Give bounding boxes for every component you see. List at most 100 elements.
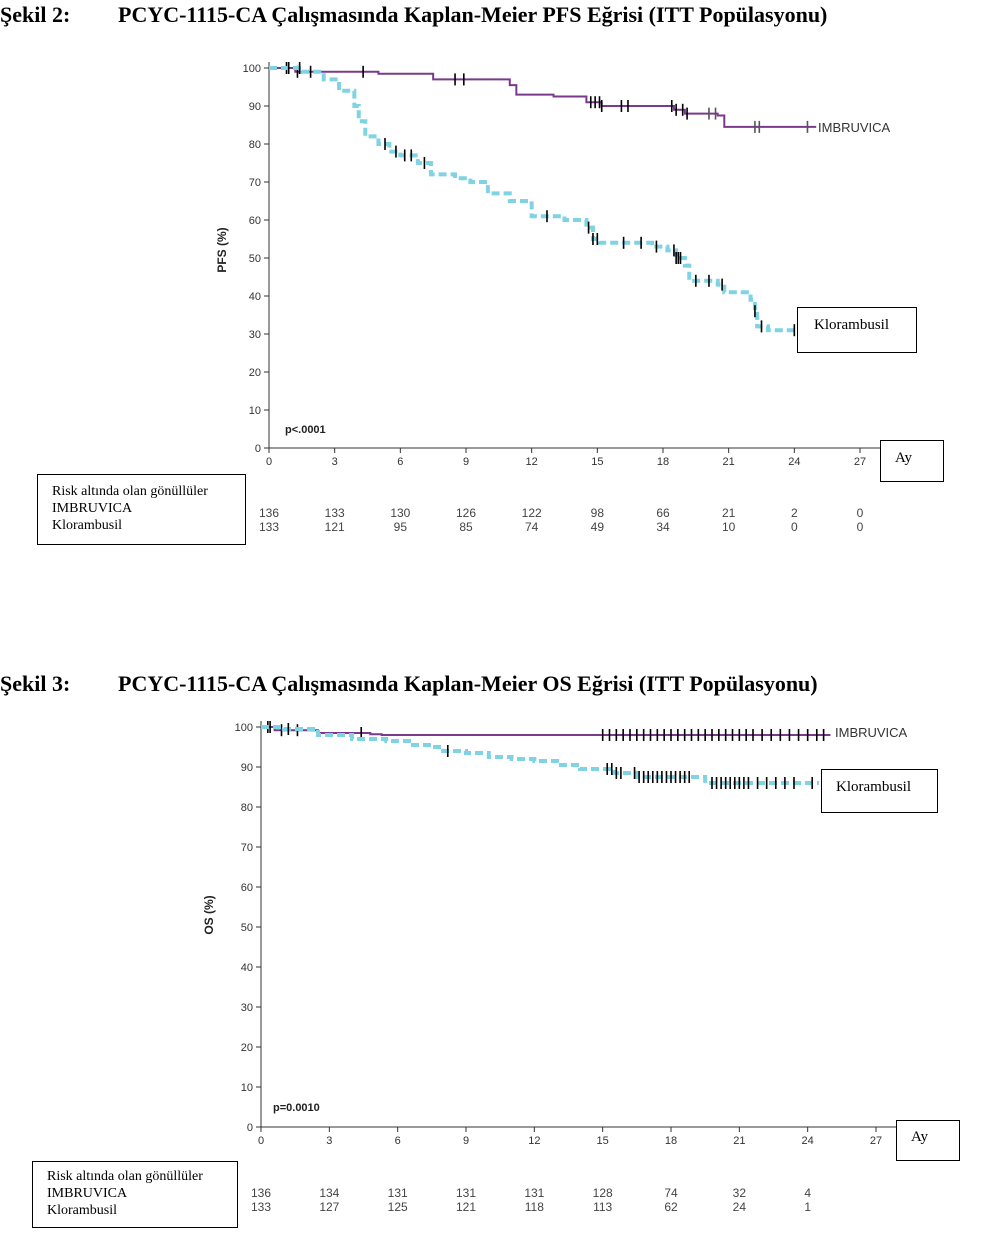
risk-value-klorambusil: 74 xyxy=(524,520,539,534)
risk-row-label-klorambusil: Klorambusil xyxy=(47,1203,117,1218)
risk-value-klorambusil: 49 xyxy=(590,520,605,534)
risk-value-klorambusil: 127 xyxy=(319,1200,340,1214)
x-tick-label: 6 xyxy=(395,1135,401,1147)
risk-value-imbruvica: 2 xyxy=(790,506,798,520)
risk-value-imbruvica: 131 xyxy=(387,1186,408,1200)
risk-value-imbruvica: 131 xyxy=(524,1186,545,1200)
y-tick-label: 10 xyxy=(249,405,261,417)
risk-value-imbruvica: 66 xyxy=(656,506,670,520)
series-klorambusil-line xyxy=(269,66,795,333)
x-tick-label: 9 xyxy=(463,1135,469,1147)
risk-value-imbruvica: 131 xyxy=(455,1186,477,1200)
risk-value-klorambusil: 10 xyxy=(721,520,736,534)
x-tick-label: 0 xyxy=(266,456,272,468)
x-tick-label: 18 xyxy=(665,1135,677,1147)
risk-value-klorambusil: 62 xyxy=(664,1200,678,1214)
risk-value-imbruvica: 122 xyxy=(521,506,542,520)
risk-value-imbruvica: 136 xyxy=(258,506,280,520)
risk-value-klorambusil: 24 xyxy=(732,1200,747,1214)
risk-value-klorambusil: 121 xyxy=(324,520,345,534)
risk-table-box-2: Risk altında olan gönüllüler IMBRUVICA K… xyxy=(32,1161,238,1228)
risk-value-imbruvica: 98 xyxy=(590,506,605,520)
y-axis-label: OS (%) xyxy=(202,895,216,934)
x-tick-label: 15 xyxy=(597,1135,609,1147)
y-tick-label: 20 xyxy=(241,1042,253,1054)
risk-value-klorambusil: 85 xyxy=(459,520,473,534)
risk-value-imbruvica: 128 xyxy=(592,1186,613,1200)
risk-value-klorambusil: 0 xyxy=(790,520,798,534)
klorambusil-legend-box-1: Klorambusil xyxy=(797,307,917,353)
x-tick-label: 3 xyxy=(332,456,338,468)
y-tick-label: 10 xyxy=(241,1082,253,1094)
series-imbruvica-line xyxy=(261,726,831,736)
x-axis-label: Ay xyxy=(911,1129,928,1145)
legend-imbruvica: IMBRUVICA xyxy=(835,725,908,740)
y-tick-label: 30 xyxy=(249,329,261,341)
x-axis-label: Ay xyxy=(895,450,912,466)
x-tick-label: 21 xyxy=(723,456,735,468)
figure-2-title-text: PCYC-1115-CA Çalışmasında Kaplan-Meier P… xyxy=(118,2,828,27)
risk-value-imbruvica: 21 xyxy=(721,506,736,520)
risk-row-label-imbruvica: IMBRUVICA xyxy=(52,501,133,516)
y-tick-label: 0 xyxy=(247,1122,253,1134)
klorambusil-legend-box-2: Klorambusil xyxy=(821,769,938,813)
legend-klorambusil: Klorambusil xyxy=(836,779,911,795)
x-tick-label: 27 xyxy=(854,456,866,468)
x-tick-label: 0 xyxy=(258,1135,264,1147)
risk-row-label-klorambusil: Klorambusil xyxy=(52,518,122,533)
ay-label-box-2: Ay xyxy=(896,1120,960,1161)
risk-value-imbruvica: 133 xyxy=(324,506,345,520)
risk-value-klorambusil: 125 xyxy=(387,1200,408,1214)
figure-2-title: Şekil 2: PCYC-1115-CA Çalışmasında Kaplan… xyxy=(0,2,827,28)
risk-value-imbruvica: 0 xyxy=(856,506,864,520)
risk-value-imbruvica: 136 xyxy=(250,1186,272,1200)
risk-row-label-imbruvica: IMBRUVICA xyxy=(47,1186,128,1201)
x-tick-label: 24 xyxy=(788,456,800,468)
y-tick-label: 90 xyxy=(241,762,253,774)
risk-value-klorambusil: 1 xyxy=(804,1200,811,1214)
x-tick-label: 21 xyxy=(733,1135,745,1147)
series-imbruvica-line xyxy=(269,67,817,128)
risk-value-klorambusil: 121 xyxy=(455,1200,477,1214)
risk-value-klorambusil: 0 xyxy=(856,520,864,534)
risk-value-imbruvica: 126 xyxy=(455,506,477,520)
series-klorambusil-line xyxy=(261,725,820,785)
x-tick-label: 24 xyxy=(802,1135,814,1147)
x-tick-label: 3 xyxy=(326,1135,332,1147)
risk-value-klorambusil: 95 xyxy=(393,520,408,534)
os-chart: 0 10 20 30 40 50 60 70 80 90 100 0 3 6 9 12 15 18 21 24 27 OS… xyxy=(202,721,908,1147)
y-tick-label: 70 xyxy=(249,177,261,189)
figure-3-title-text: PCYC-1115-CA Çalışmasında Kaplan-Meier O… xyxy=(118,671,818,696)
pfs-chart: 0 10 20 30 40 50 60 70 80 90 100 0 3 6 9 12 15 18 21 24 27 PF… xyxy=(215,62,891,468)
y-tick-label: 50 xyxy=(249,253,261,265)
y-tick-label: 40 xyxy=(249,291,261,303)
p-value-annotation: p<.0001 xyxy=(285,424,326,436)
y-tick-label: 0 xyxy=(255,443,261,455)
risk-value-klorambusil: 133 xyxy=(250,1200,272,1214)
risk-value-klorambusil: 133 xyxy=(258,520,280,534)
y-tick-label: 100 xyxy=(243,63,261,75)
x-tick-label: 18 xyxy=(657,456,669,468)
y-tick-label: 30 xyxy=(241,1002,253,1014)
risk-value-imbruvica: 4 xyxy=(804,1186,811,1200)
y-tick-label: 60 xyxy=(249,215,261,227)
risk-value-imbruvica: 74 xyxy=(664,1186,678,1200)
risk-value-klorambusil: 34 xyxy=(656,520,670,534)
legend-imbruvica: IMBRUVICA xyxy=(818,120,891,135)
p-value-annotation: p=0.0010 xyxy=(273,1102,320,1114)
y-tick-label: 80 xyxy=(241,802,253,814)
figure-3-number: Şekil 3: xyxy=(0,671,71,696)
ay-label-box-1: Ay xyxy=(880,440,944,482)
x-tick-label: 6 xyxy=(397,456,403,468)
x-tick-label: 12 xyxy=(528,1135,540,1147)
y-tick-label: 90 xyxy=(249,101,261,113)
figure-2-number: Şekil 2: xyxy=(0,2,71,27)
risk-table-box-1: Risk altında olan gönüllüler IMBRUVICA K… xyxy=(37,474,246,545)
risk-value-klorambusil: 118 xyxy=(524,1200,544,1214)
risk-value-klorambusil: 113 xyxy=(593,1200,613,1214)
y-tick-label: 20 xyxy=(249,367,261,379)
figure-3-title: Şekil 3: PCYC-1115-CA Çalışmasında Kaplan… xyxy=(0,671,818,697)
y-tick-label: 80 xyxy=(249,139,261,151)
risk-header: Risk altında olan gönüllüler xyxy=(47,1169,203,1184)
y-tick-label: 50 xyxy=(241,922,253,934)
